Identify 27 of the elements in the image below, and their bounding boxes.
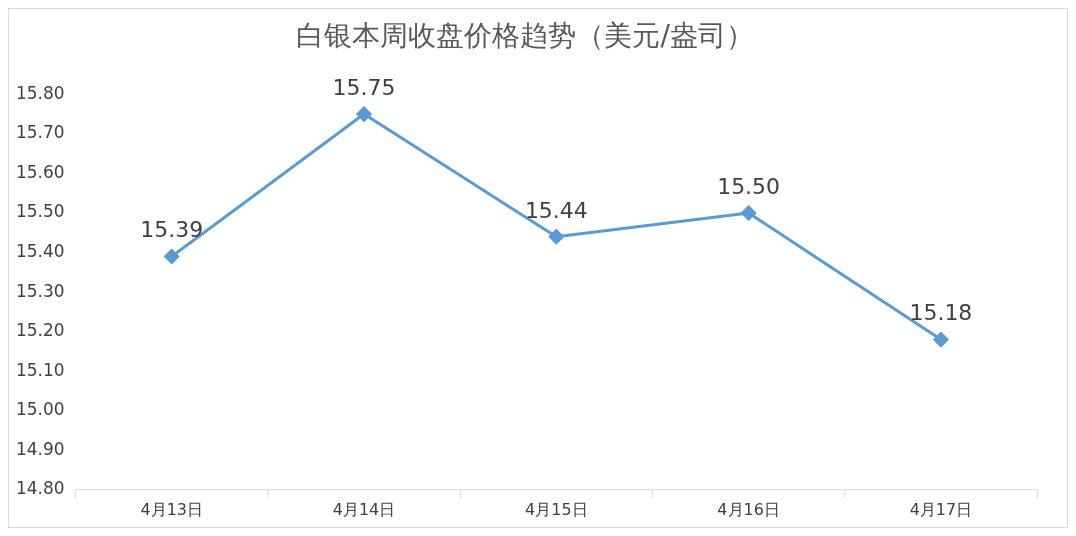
y-tick-label: 15.00 [16, 399, 65, 420]
data-label: 15.39 [140, 217, 204, 243]
y-tick-label: 15.20 [16, 320, 65, 341]
data-label: 15.75 [332, 74, 396, 100]
y-tick-label: 15.60 [16, 161, 65, 182]
data-label: 15.18 [909, 300, 973, 326]
point [741, 205, 757, 221]
y-tick-label: 15.70 [16, 122, 65, 143]
point [548, 229, 564, 245]
y-tick-label: 14.90 [16, 438, 65, 459]
data-label: 15.50 [717, 173, 781, 199]
chart-title: 白银本周收盘价格趋势（美元/盎司） [296, 18, 754, 52]
point [164, 249, 180, 264]
y-tick-label: 15.40 [16, 240, 65, 261]
y-tick-label: 15.10 [16, 359, 65, 380]
data-label: 15.44 [524, 197, 588, 223]
y-tick-label: 15.50 [16, 201, 65, 222]
x-tick-label: 4月15日 [525, 499, 588, 519]
point [933, 332, 949, 348]
x-tick-label: 4月13日 [140, 499, 203, 519]
x-tick-label: 4月16日 [717, 499, 780, 519]
x-tick-label: 4月17日 [909, 499, 973, 519]
point [356, 106, 372, 122]
y-tick-label: 14.80 [16, 478, 65, 499]
y-tick-label: 15.30 [16, 280, 65, 301]
y-tick-label: 15.80 [16, 82, 65, 103]
x-tick-label: 4月14日 [332, 499, 396, 519]
